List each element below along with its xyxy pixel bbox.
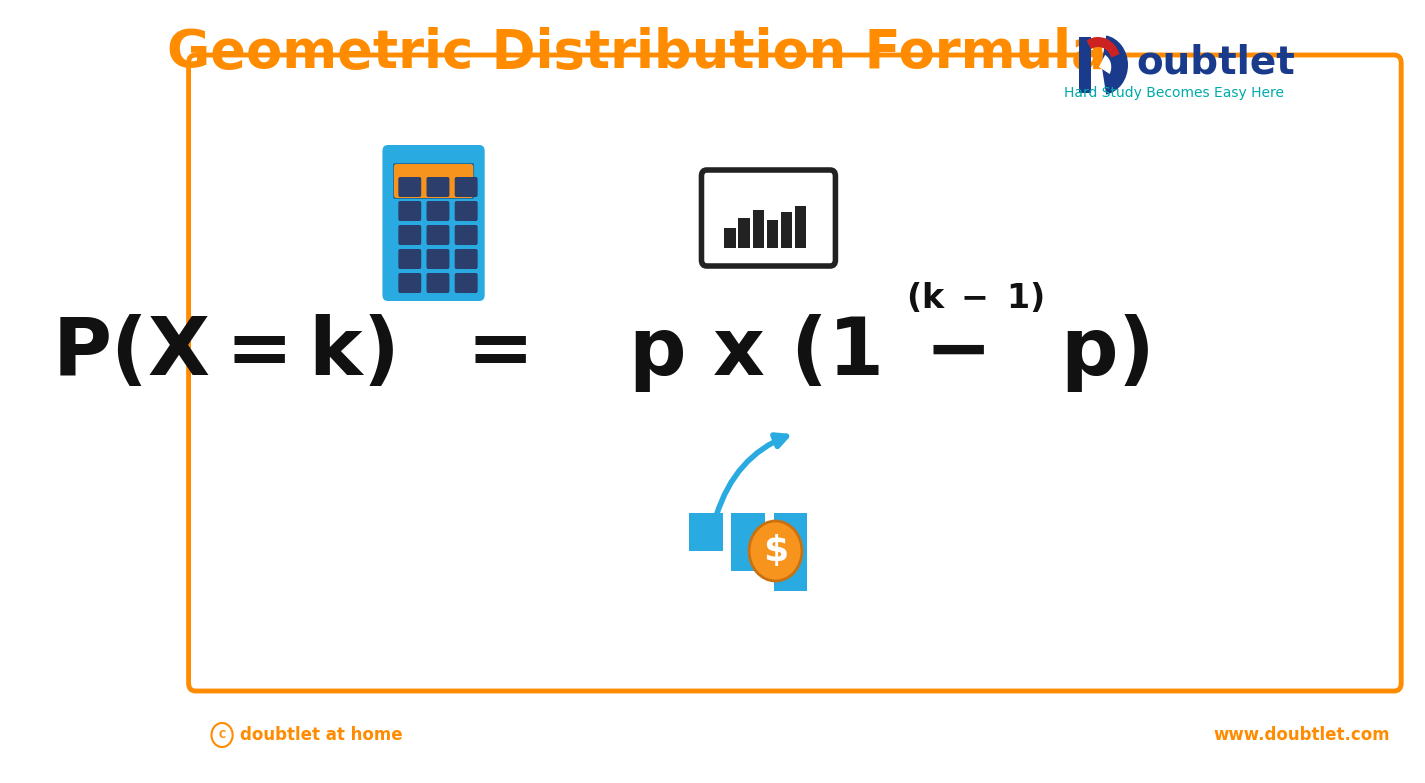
Text: $: $ bbox=[762, 534, 788, 568]
FancyBboxPatch shape bbox=[399, 225, 422, 245]
Wedge shape bbox=[1102, 35, 1129, 95]
FancyBboxPatch shape bbox=[396, 166, 470, 196]
FancyBboxPatch shape bbox=[399, 201, 422, 221]
FancyBboxPatch shape bbox=[399, 273, 422, 293]
Wedge shape bbox=[1087, 37, 1120, 57]
Wedge shape bbox=[1099, 55, 1112, 74]
FancyBboxPatch shape bbox=[701, 170, 835, 266]
Text: doubtlet at home: doubtlet at home bbox=[239, 726, 402, 744]
Bar bbox=[690, 513, 722, 551]
FancyBboxPatch shape bbox=[188, 55, 1401, 691]
Circle shape bbox=[750, 521, 802, 581]
FancyBboxPatch shape bbox=[455, 201, 477, 221]
Bar bbox=[1079, 37, 1092, 93]
Bar bbox=[731, 513, 765, 571]
Bar bbox=[774, 513, 807, 591]
FancyBboxPatch shape bbox=[455, 225, 477, 245]
FancyBboxPatch shape bbox=[426, 177, 449, 197]
FancyBboxPatch shape bbox=[455, 249, 477, 269]
Bar bbox=[724, 228, 735, 248]
Text: C: C bbox=[218, 730, 225, 740]
Bar bbox=[781, 212, 792, 248]
Bar bbox=[767, 220, 778, 248]
FancyBboxPatch shape bbox=[426, 201, 449, 221]
FancyBboxPatch shape bbox=[455, 273, 477, 293]
Bar bbox=[795, 206, 807, 248]
FancyBboxPatch shape bbox=[426, 249, 449, 269]
FancyBboxPatch shape bbox=[382, 145, 485, 301]
FancyBboxPatch shape bbox=[455, 177, 477, 197]
FancyBboxPatch shape bbox=[399, 249, 422, 269]
Text: Hard Study Becomes Easy Here: Hard Study Becomes Easy Here bbox=[1064, 86, 1284, 100]
Text: Geometric Distribution Formula: Geometric Distribution Formula bbox=[167, 27, 1106, 79]
Text: $\mathbf{P(X{=}k)\ \ =\ \ \ p\ x\ (1\ -\ \ p)}$: $\mathbf{P(X{=}k)\ \ =\ \ \ p\ x\ (1\ -\… bbox=[53, 312, 1150, 394]
FancyArrowPatch shape bbox=[717, 435, 787, 515]
FancyBboxPatch shape bbox=[393, 163, 475, 199]
Bar bbox=[752, 210, 764, 248]
Text: $\mathbf{(k\ -\ 1)}$: $\mathbf{(k\ -\ 1)}$ bbox=[906, 281, 1043, 315]
Text: www.doubtlet.com: www.doubtlet.com bbox=[1213, 726, 1389, 744]
Bar bbox=[738, 218, 750, 248]
FancyBboxPatch shape bbox=[426, 273, 449, 293]
FancyBboxPatch shape bbox=[393, 164, 473, 198]
FancyBboxPatch shape bbox=[426, 225, 449, 245]
Text: oubtlet: oubtlet bbox=[1137, 44, 1295, 82]
FancyBboxPatch shape bbox=[399, 177, 422, 197]
